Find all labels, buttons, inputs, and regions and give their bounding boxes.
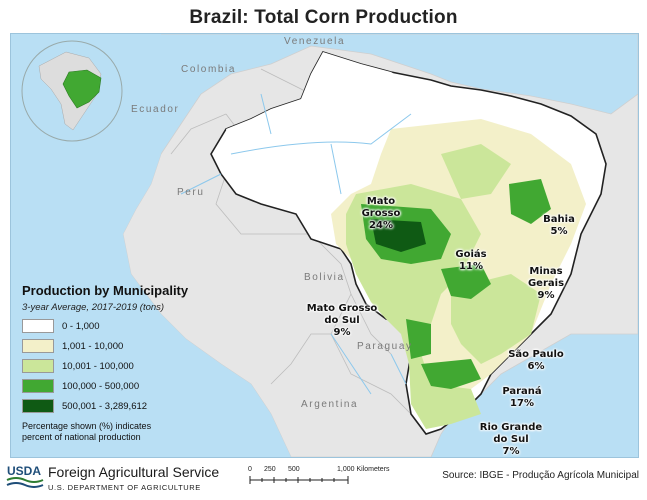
production-shading	[331, 119, 586, 429]
usda-logo: USDA	[6, 464, 44, 488]
legend-note-line1: Percentage shown (%) indicates	[22, 421, 152, 431]
amazon-low-area	[226, 52, 411, 184]
map-title: Brazil: Total Corn Production	[189, 7, 458, 28]
legend-item: 10,001 - 100,000	[22, 359, 222, 373]
legend-swatch	[22, 379, 54, 393]
state-share: 11%	[459, 261, 483, 272]
state-share: 9%	[333, 327, 351, 338]
scale-tick-0: 0	[248, 466, 252, 473]
state-name: Mato Grosso	[306, 303, 378, 314]
state-label-bahia: Bahia 5%	[541, 214, 577, 238]
state-label-goias: Goiás 11%	[451, 249, 491, 273]
scale-tick-500: 500	[288, 466, 300, 473]
rivers	[180, 93, 412, 395]
inset-globe	[21, 40, 123, 142]
map-svg	[11, 34, 638, 457]
state-label-mato-grosso: Mato Grosso 24%	[346, 196, 416, 232]
department-name: U.S. DEPARTMENT OF AGRICULTURE	[48, 483, 201, 492]
legend-item: 500,001 - 3,289,612	[22, 399, 222, 413]
label-ecuador: Ecuador	[131, 104, 180, 115]
state-label-minas-gerais: Minas Gerais 9%	[526, 266, 566, 302]
legend-swatch	[22, 339, 54, 353]
state-name: Bahia	[543, 214, 575, 225]
map-area: Venezuela Colombia Ecuador Peru Bolivia …	[10, 33, 639, 458]
legend-note: Percentage shown (%) indicates percent o…	[22, 421, 202, 443]
state-name-line2: do Sul	[324, 315, 360, 326]
state-name: Minas	[529, 266, 563, 277]
state-label-parana: Paraná 17%	[501, 386, 543, 410]
label-paraguay: Paraguay	[357, 341, 413, 352]
legend-subtitle: 3-year Average, 2017-2019 (tons)	[22, 302, 165, 313]
state-name-line2: do Sul	[493, 434, 529, 445]
legend-swatch	[22, 359, 54, 373]
state-label-rio-grande-do-sul: Rio Grande do Sul 7%	[477, 422, 545, 457]
legend-title: Production by Municipality	[22, 283, 189, 298]
legend-swatch	[22, 399, 54, 413]
legend-item: 0 - 1,000	[22, 319, 222, 333]
scale-tick-1000: 1,000 Kilometers	[337, 466, 390, 473]
state-share: 24%	[369, 220, 393, 231]
footer: USDA Foreign Agricultural Service U.S. D…	[0, 458, 647, 500]
source-credit: Source: IBGE - Produção Agrícola Municip…	[442, 470, 639, 481]
state-share: 5%	[550, 226, 568, 237]
legend-item: 1,001 - 10,000	[22, 339, 222, 353]
state-name: Mato Grosso	[361, 196, 401, 219]
state-share: 9%	[537, 290, 555, 301]
state-share: 7%	[502, 446, 520, 457]
state-name: São Paulo	[508, 349, 564, 360]
label-venezuela: Venezuela	[284, 36, 346, 47]
legend-label: 100,000 - 500,000	[62, 380, 140, 392]
agency-name: Foreign Agricultural Service	[48, 464, 220, 480]
legend-label: 0 - 1,000	[62, 320, 100, 332]
state-name: Paraná	[502, 386, 542, 397]
legend-note-line2: percent of national production	[22, 432, 141, 442]
legend-label: 1,001 - 10,000	[62, 340, 124, 352]
label-peru: Peru	[177, 187, 205, 198]
state-name: Rio Grande	[479, 422, 543, 433]
label-colombia: Colombia	[181, 64, 237, 75]
state-share: 17%	[510, 398, 534, 409]
state-label-sao-paulo: São Paulo 6%	[506, 349, 566, 373]
legend-label: 500,001 - 3,289,612	[62, 400, 148, 412]
state-share: 6%	[527, 361, 545, 372]
label-argentina: Argentina	[301, 399, 359, 410]
legend-label: 10,001 - 100,000	[62, 360, 134, 372]
legend-item: 100,000 - 500,000	[22, 379, 222, 393]
state-name-line2: Gerais	[527, 278, 565, 289]
label-bolivia: Bolivia	[304, 272, 345, 283]
state-name: Goiás	[455, 249, 487, 260]
scale-tick-250: 250	[264, 466, 276, 473]
legend-swatch	[22, 319, 54, 333]
state-label-mato-grosso-do-sul: Mato Grosso do Sul 9%	[301, 303, 383, 339]
scale-bar: 0 250 500 1,000 Kilometers	[248, 466, 390, 484]
legend: Production by Municipality 3-year Averag…	[22, 283, 222, 443]
usda-logo-text: USDA	[7, 464, 41, 478]
